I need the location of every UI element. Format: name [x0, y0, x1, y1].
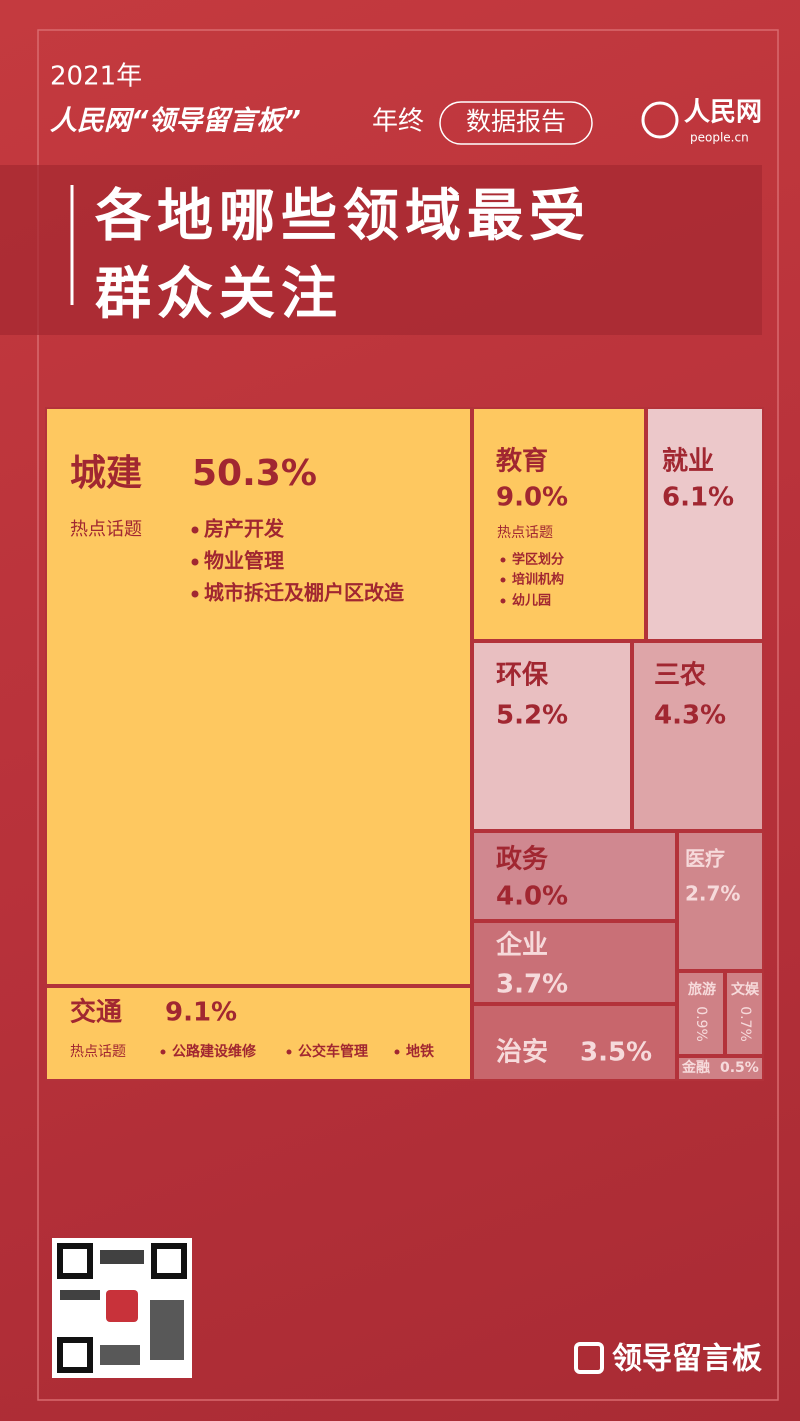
- annotation-item: 城市拆迁及棚户区改造: [204, 581, 405, 605]
- value-label: 3.7%: [496, 970, 568, 1000]
- tile: [632, 641, 764, 831]
- badge: 数据报告: [466, 107, 566, 136]
- value-label: 4.3%: [654, 701, 726, 731]
- annotation-label: 热点话题: [70, 1044, 126, 1060]
- bullet: [394, 1049, 400, 1055]
- footer-icon: [574, 1342, 604, 1374]
- value-label: 9.1%: [165, 998, 237, 1028]
- value-label: 0.7%: [737, 1006, 753, 1042]
- value-label: 3.5%: [580, 1038, 652, 1068]
- tile: [677, 831, 764, 971]
- bullet: [191, 590, 199, 598]
- value-label: 2.7%: [685, 882, 740, 906]
- annotation-label: 热点话题: [70, 519, 142, 540]
- tile-name: 教育: [496, 446, 548, 477]
- tile-name: 交通: [70, 997, 122, 1028]
- tile: [472, 1004, 677, 1081]
- bullet: [191, 558, 199, 566]
- value-label: 5.2%: [496, 701, 568, 731]
- frame: [37, 29, 779, 1401]
- bullet: [160, 1049, 166, 1055]
- value-label: 0.5%: [720, 1060, 759, 1076]
- annotation-item: 公路建设维修: [172, 1043, 257, 1060]
- chart-title: 各地哪些领域最受群众关注: [95, 184, 591, 327]
- annotation-item: 房产开发: [204, 517, 285, 541]
- title-band: [0, 165, 762, 335]
- tile-name: 医疗: [685, 847, 725, 871]
- annotation-item: 学区划分: [512, 552, 564, 568]
- tile: [45, 407, 472, 986]
- value-label: 0.9%: [693, 1006, 709, 1042]
- tile: [472, 831, 677, 921]
- bullet: [500, 598, 506, 604]
- tile: [472, 921, 677, 1004]
- annotation-item: 幼儿园: [512, 593, 551, 609]
- annotation-label: 热点话题: [497, 525, 553, 541]
- bullet: [500, 577, 506, 583]
- tile-name: 城建: [70, 453, 142, 494]
- tile-name: 环保: [496, 661, 549, 691]
- tile: [725, 971, 764, 1056]
- tile: [472, 407, 646, 641]
- badge-frame: [439, 101, 593, 145]
- year: 2021年: [50, 62, 142, 92]
- tile-name: 三农: [654, 661, 706, 691]
- tile-name: 金融: [681, 1059, 710, 1076]
- tile: [677, 1056, 764, 1081]
- tile-name: 治安: [496, 1038, 548, 1068]
- footer-brand: 领导留言板: [612, 1342, 762, 1377]
- brand: 人民网“领导留言板”: [50, 106, 301, 137]
- bullet: [191, 526, 199, 534]
- annotation-item: 公交车管理: [298, 1043, 368, 1060]
- logo-sub: people.cn: [690, 131, 749, 145]
- tile-name: 旅游: [688, 981, 716, 998]
- tile: [45, 986, 472, 1081]
- value-label: 6.1%: [662, 483, 734, 513]
- annotation-item: 培训机构: [512, 572, 564, 588]
- annotation-item: 物业管理: [204, 549, 284, 573]
- value-label: 9.0%: [496, 483, 568, 513]
- annotation-item: 地铁: [406, 1043, 434, 1060]
- tile-name: 政务: [496, 844, 548, 875]
- value-label: 4.0%: [496, 882, 568, 912]
- logo-icon: [641, 101, 679, 139]
- bullet: [286, 1049, 292, 1055]
- tile-name: 就业: [662, 447, 714, 477]
- value-label: 50.3%: [192, 453, 317, 494]
- bullet: [500, 557, 506, 563]
- tile-name: 企业: [496, 930, 548, 961]
- tile: [472, 641, 632, 831]
- tile: [646, 407, 764, 641]
- logo: 人民网: [684, 98, 762, 128]
- tile-name: 文娱: [731, 981, 760, 998]
- brand-suffix: 年终: [372, 107, 424, 137]
- qr-code: [52, 1238, 192, 1378]
- tile: [677, 971, 725, 1056]
